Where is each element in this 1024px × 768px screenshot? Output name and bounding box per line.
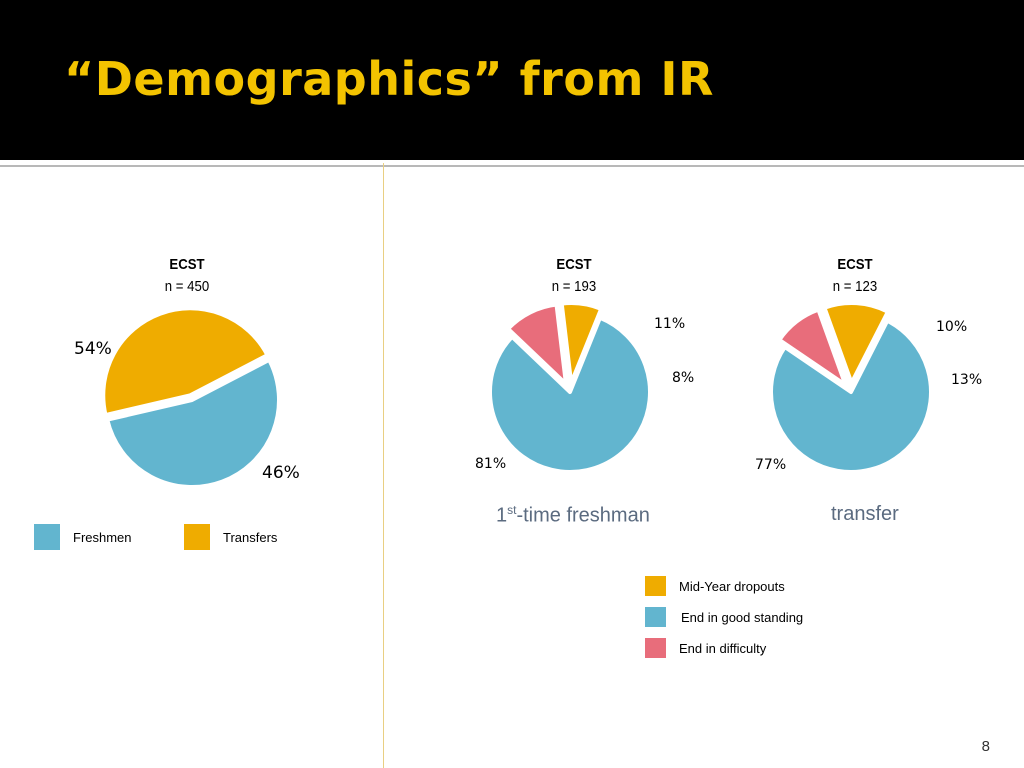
chart2-slice-end-in-good-standing — [488, 315, 652, 474]
legend-swatch-blue — [34, 524, 60, 550]
chart2-slice-mid-year-dropouts — [559, 301, 604, 386]
legend-difficulty: End in difficulty — [645, 638, 766, 658]
legend-label-transfers: Transfers — [223, 529, 278, 545]
chart2-title: ECST — [556, 256, 592, 273]
chart3-caption: transfer — [831, 503, 899, 525]
legend-swatch-gold — [184, 524, 210, 550]
chart1-label-freshmen: 54% — [74, 339, 112, 359]
legend-label-difficulty: End in difficulty — [679, 640, 767, 656]
chart3-slice-end-in-difficulty — [777, 307, 848, 387]
title-bar: “Demographics” from IR — [0, 0, 1024, 160]
chart2-label-good: 81% — [475, 456, 507, 472]
chart3-slice-end-in-good-standing — [769, 318, 933, 474]
chart2-caption-prefix: 1 — [496, 504, 508, 527]
chart1-slice-transfers — [101, 306, 270, 418]
chart2-caption-sup: st — [507, 503, 517, 517]
chart1-label-transfers: 46% — [262, 463, 300, 483]
chart3-label-difficulty: 10% — [936, 319, 968, 335]
chart1-title: ECST — [169, 256, 205, 273]
chart2-n: n = 193 — [551, 278, 597, 295]
header-rule — [0, 165, 1024, 167]
chart3-header: ECST n = 123 — [775, 256, 935, 295]
chart1-pie — [101, 306, 281, 489]
page-number: 8 — [981, 738, 990, 755]
chart3-label-dropouts: 13% — [951, 372, 983, 388]
chart3-pie — [769, 301, 933, 474]
chart2-label-difficulty: 11% — [654, 316, 686, 332]
legend-label-good-standing: End in good standing — [681, 609, 804, 625]
chart1-header: ECST n = 450 — [107, 256, 267, 295]
chart3-n: n = 123 — [832, 278, 878, 295]
chart2-caption-suffix: -time freshman — [516, 504, 650, 527]
chart1-slice-freshmen — [105, 357, 281, 489]
chart3-label-good: 77% — [755, 457, 787, 473]
chart3-slice-mid-year-dropouts — [822, 301, 890, 386]
legend-label-freshmen: Freshmen — [73, 529, 132, 545]
chart2-label-dropouts: 8% — [672, 370, 695, 386]
divider-line — [383, 163, 384, 768]
legend-good-standing: End in good standing — [645, 607, 803, 627]
chart2-header: ECST n = 193 — [494, 256, 654, 295]
chart2-slice-end-in-difficulty — [506, 302, 568, 386]
legend-dropouts: Mid-Year dropouts — [645, 576, 785, 596]
chart3-title: ECST — [837, 256, 873, 273]
legend-swatch-dropouts — [645, 576, 666, 596]
chart2-pie — [488, 301, 652, 474]
slide-title: “Demographics” from IR — [64, 52, 714, 106]
legend-freshmen: Freshmen — [34, 524, 132, 550]
legend-swatch-difficulty — [645, 638, 666, 658]
legend-swatch-good — [645, 607, 666, 627]
legend-label-dropouts: Mid-Year dropouts — [679, 578, 785, 594]
legend-transfers: Transfers — [184, 524, 277, 550]
chart2-caption: 1st-time freshman — [496, 503, 650, 528]
chart1-n: n = 450 — [164, 278, 210, 295]
